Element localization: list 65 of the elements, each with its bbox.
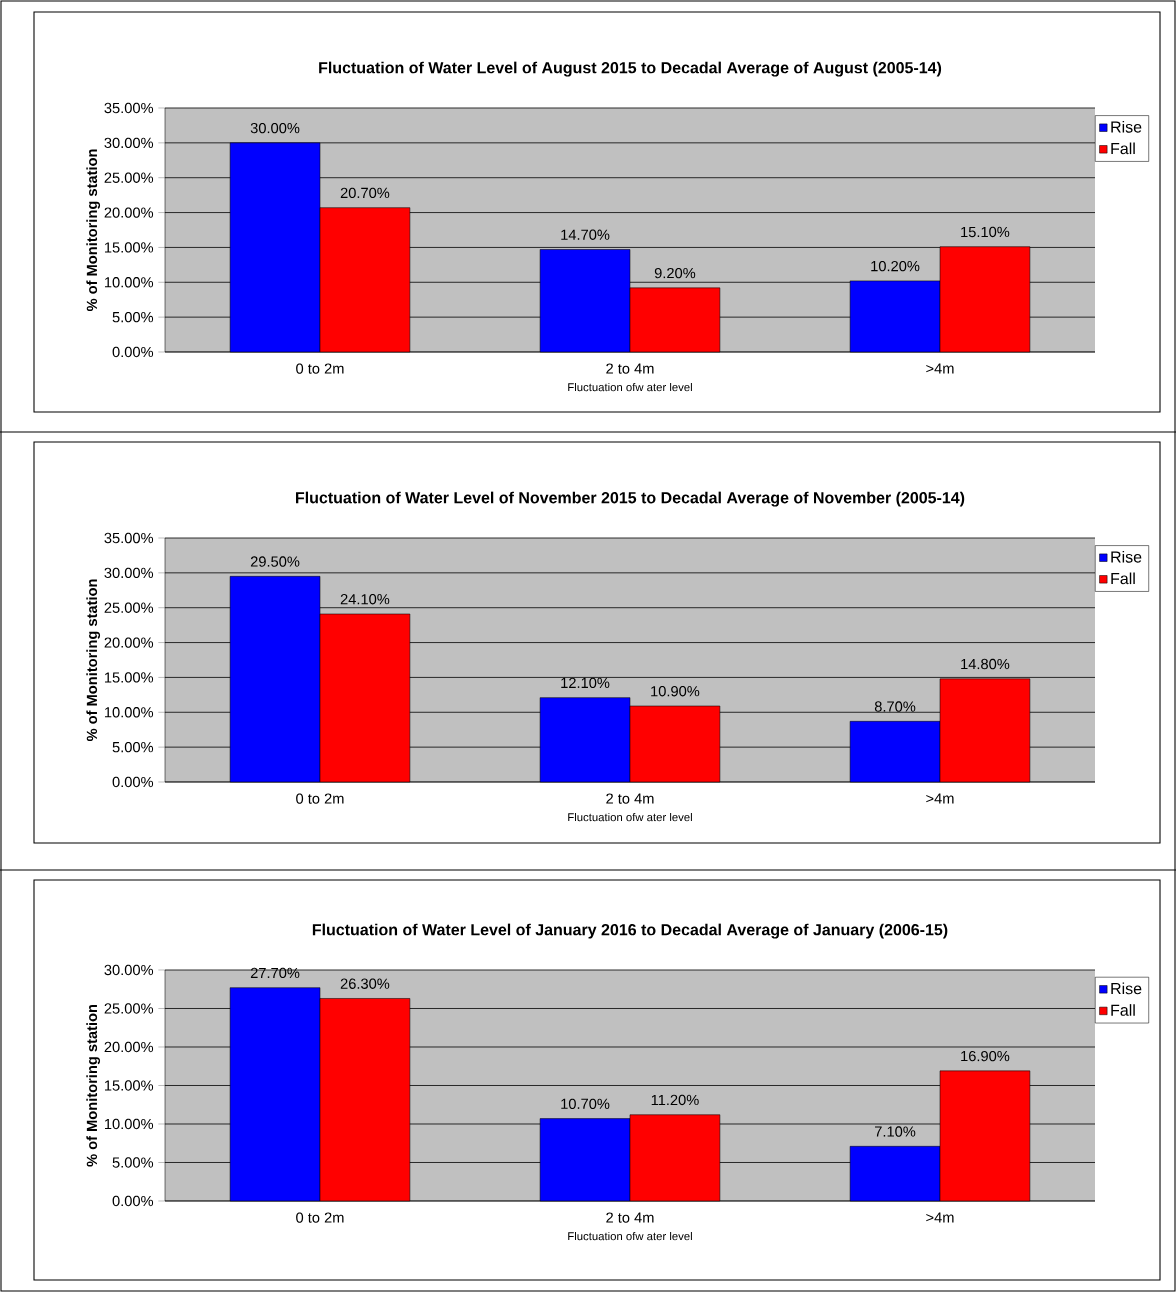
y-tick-label: 5.00% — [112, 741, 154, 753]
data-label: 8.70% — [874, 701, 916, 712]
chart-title: Fluctuation of Water Level of November 2015 to Decadal Average of November (2005-14) — [296, 491, 965, 507]
data-label: 29.50% — [250, 556, 300, 567]
data-label: 11.20% — [651, 1094, 699, 1106]
legend-label: Fall — [1111, 572, 1135, 585]
data-label: 20.70% — [340, 187, 390, 199]
data-label: 24.10% — [340, 594, 390, 605]
y-tick-label: 30.00% — [104, 137, 154, 149]
y-tick-label: 20.00% — [104, 207, 154, 218]
x-tick-label: 0 to 2m — [296, 793, 344, 804]
y-tick-label: 25.00% — [104, 602, 154, 613]
y-tick-label: 15.00% — [104, 672, 154, 683]
y-tick-label: 30.00% — [104, 567, 154, 579]
data-label: 14.70% — [561, 229, 610, 240]
chart-title: Fluctuation of Water Level of August 2015 to Decadal Average of August (2005-14) — [319, 61, 942, 77]
y-tick-label: 20.00% — [104, 1041, 154, 1053]
legend-label: Rise — [1111, 120, 1142, 133]
y-tick-label: 5.00% — [112, 1157, 154, 1168]
legend-label: Rise — [1111, 550, 1142, 563]
y-tick-label: 0.00% — [112, 1195, 154, 1207]
data-label: 10.90% — [651, 686, 700, 697]
chart-title: Fluctuation of Water Level of January 2016 to Decadal Average of January (2006-15) — [312, 923, 948, 939]
legend-label: Fall — [1111, 142, 1135, 155]
x-tick-label: 0 to 2m — [296, 1212, 344, 1223]
y-tick-label: 10.00% — [104, 1118, 154, 1130]
x-tick-label: >4m — [926, 793, 954, 804]
x-tick-label: >4m — [926, 1212, 954, 1223]
data-label: 9.20% — [654, 267, 696, 279]
y-tick-label: 10.00% — [104, 277, 154, 288]
data-label: 15.10% — [961, 226, 1010, 238]
y-tick-label: 30.00% — [104, 964, 154, 976]
x-tick-label: 2 to 4m — [606, 363, 654, 374]
y-tick-label: 0.00% — [112, 776, 154, 788]
y-tick-label: 0.00% — [112, 346, 154, 358]
y-tick-label: 5.00% — [112, 311, 154, 323]
data-label: 16.90% — [961, 1050, 1010, 1062]
data-label: 10.20% — [871, 260, 920, 272]
data-label: 12.10% — [561, 677, 610, 689]
y-tick-label: 15.00% — [104, 242, 154, 253]
y-tick-label: 25.00% — [104, 172, 154, 183]
y-tick-label: 35.00% — [104, 532, 154, 544]
x-tick-label: 2 to 4m — [606, 793, 654, 804]
data-label: 10.70% — [561, 1098, 610, 1110]
x-tick-label: >4m — [926, 363, 954, 374]
y-tick-label: 10.00% — [104, 707, 154, 718]
y-tick-label: 25.00% — [104, 1003, 154, 1014]
data-label: 27.70% — [250, 967, 300, 979]
x-axis-title: Fluctuation ofw ater level — [568, 1231, 692, 1241]
data-label: 26.30% — [340, 978, 390, 989]
data-label: 14.80% — [961, 658, 1010, 670]
data-label: 7.10% — [875, 1126, 916, 1137]
y-axis-title: % of Monitoring station — [86, 1004, 101, 1167]
legend-label: Fall — [1111, 1004, 1135, 1016]
legend-label: Rise — [1111, 982, 1142, 995]
y-axis-title: % of Monitoring station — [86, 579, 101, 742]
data-label: 30.00% — [250, 122, 300, 134]
y-axis-title: % of Monitoring station — [86, 149, 101, 312]
y-tick-label: 15.00% — [104, 1080, 154, 1091]
x-tick-label: 0 to 2m — [296, 363, 344, 374]
x-axis-title: Fluctuation ofw ater level — [568, 812, 692, 822]
x-tick-label: 2 to 4m — [606, 1212, 654, 1223]
y-tick-label: 20.00% — [104, 637, 154, 648]
y-tick-label: 35.00% — [104, 102, 154, 114]
x-axis-title: Fluctuation ofw ater level — [568, 382, 692, 392]
